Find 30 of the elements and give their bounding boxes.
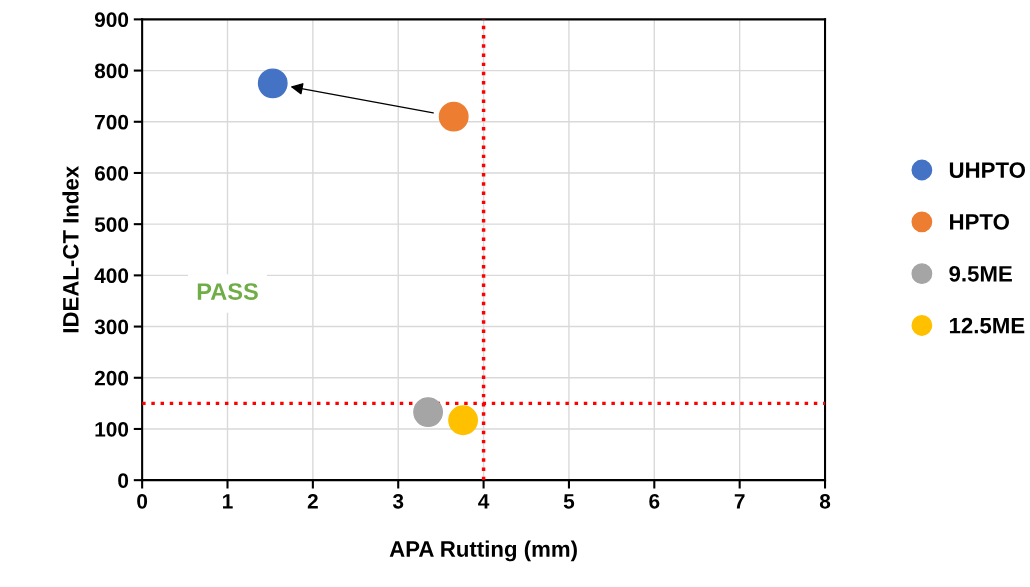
x-tick-label: 5 [563, 494, 575, 509]
y-tick-label: 700 [95, 114, 129, 130]
legend-label: 12.5ME [949, 317, 1025, 334]
x-axis-title: APA Rutting (mm) [389, 540, 577, 562]
x-tick-label: 0 [137, 493, 148, 509]
y-tick-label: 0 [118, 473, 129, 488]
x-tick-label: 7 [734, 494, 745, 509]
point [413, 397, 444, 427]
y-tick-label: 300 [94, 319, 129, 335]
x-tick-label: 6 [649, 493, 660, 509]
annotation: PASS [197, 283, 258, 300]
x-tick-label: 3 [392, 493, 404, 509]
point [448, 405, 479, 436]
x-tick-label: 1 [223, 494, 233, 509]
y-tick-label: 500 [94, 217, 129, 232]
y-tick-label: 200 [94, 370, 129, 386]
point [438, 101, 469, 132]
x-tick-label: 8 [819, 493, 831, 509]
y-tick-label: 400 [94, 268, 129, 284]
legend-label: UHPTO [949, 162, 1025, 178]
x-tick-label: 2 [307, 493, 318, 509]
y-tick-label: 100 [95, 421, 129, 437]
y-tick-label: 900 [94, 12, 129, 28]
x-tick-label: 4 [478, 494, 490, 509]
legend-label: 9.5ME [949, 265, 1012, 282]
y-tick-label: 800 [94, 63, 129, 79]
y-axis-title: IDEAL-CT Index [62, 165, 79, 333]
point [257, 68, 288, 99]
y-tick-label: 600 [94, 165, 129, 181]
legend-label: HPTO [950, 214, 1009, 230]
